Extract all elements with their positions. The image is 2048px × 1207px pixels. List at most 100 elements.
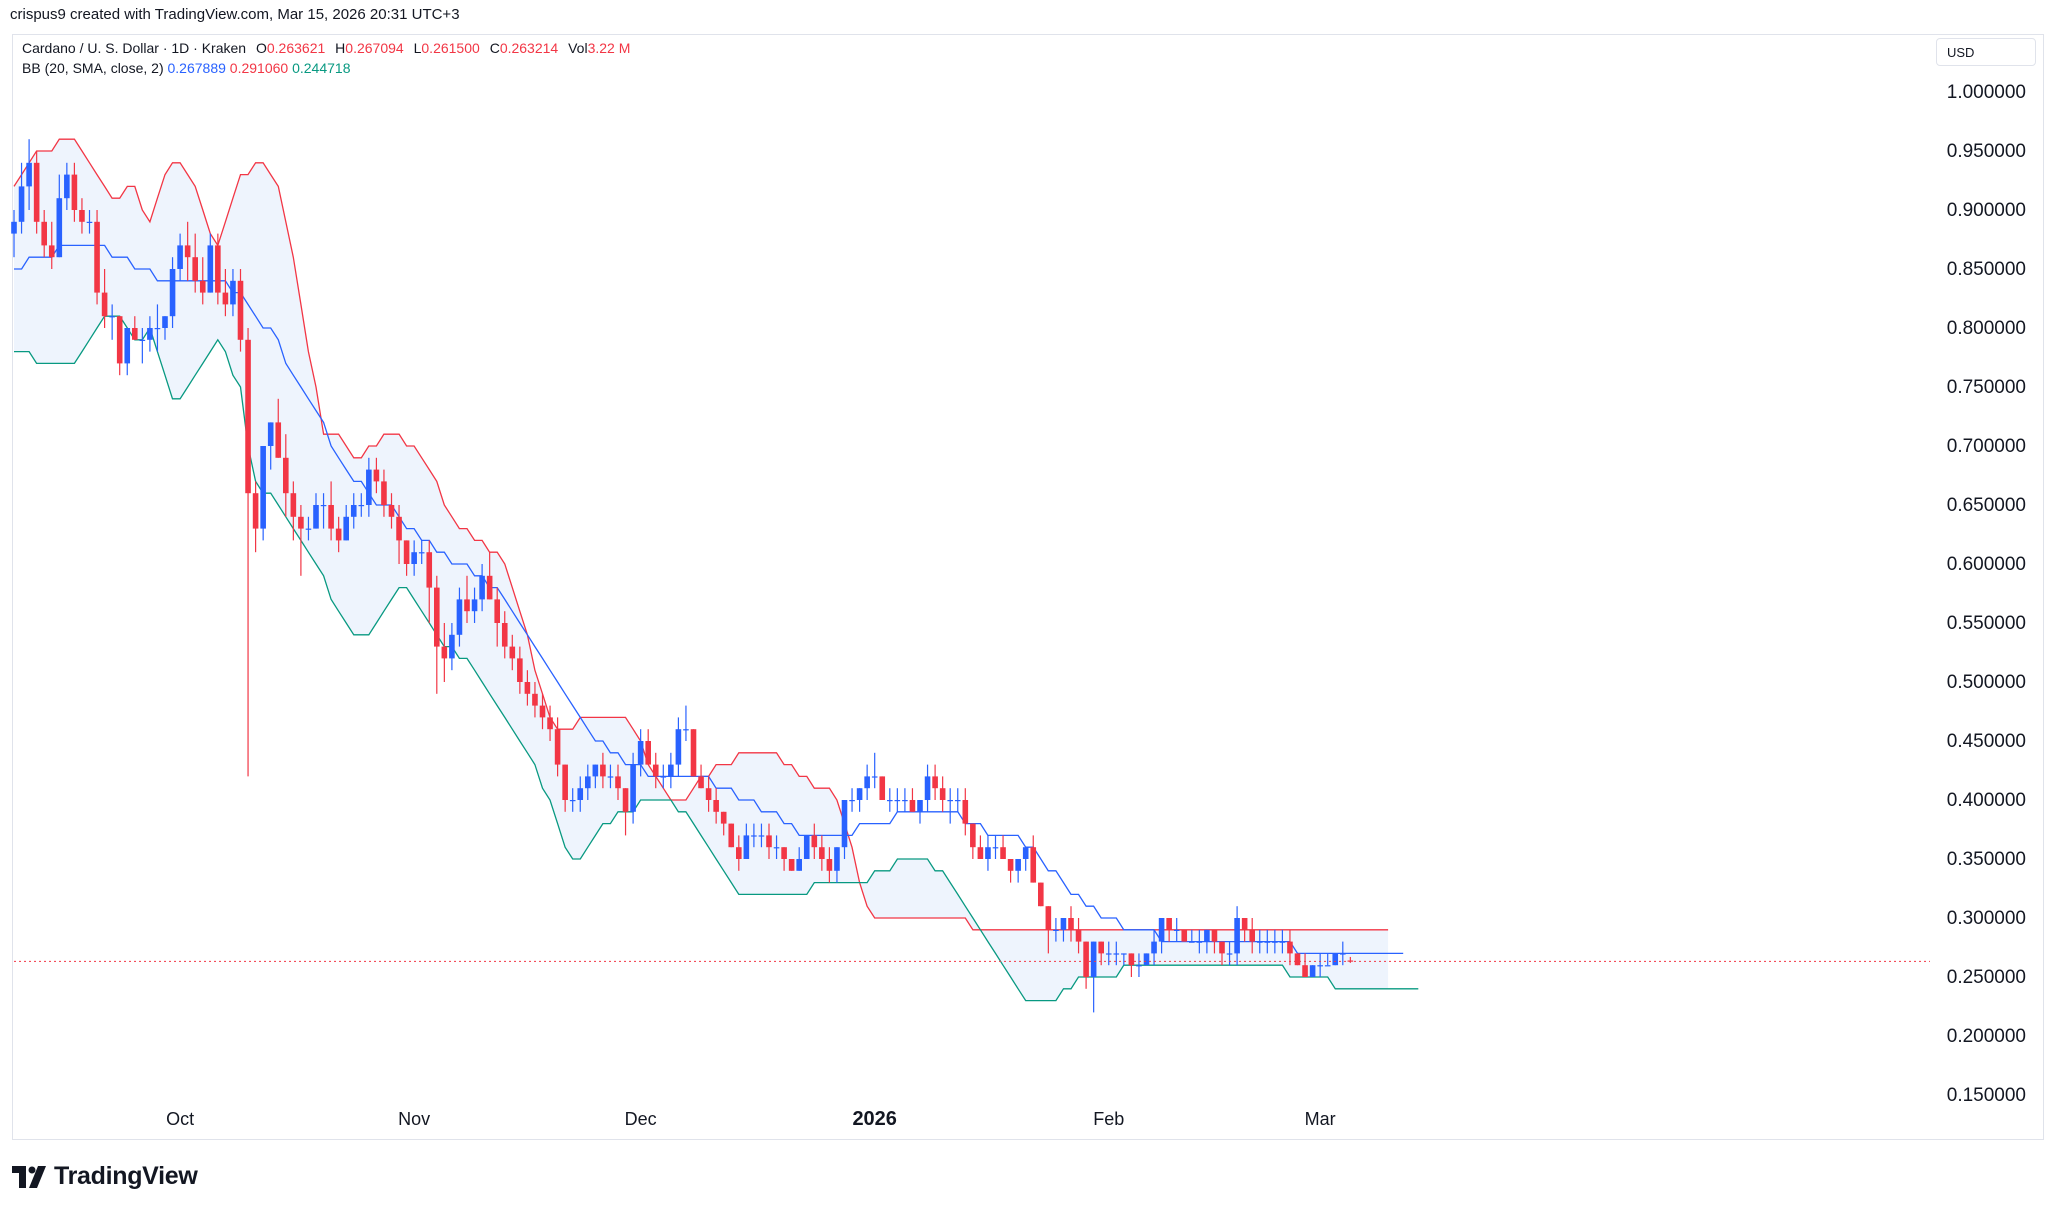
candle-body	[245, 339, 251, 494]
candle	[222, 269, 229, 317]
candle	[41, 210, 47, 258]
candle	[358, 493, 365, 517]
candle-body	[1219, 941, 1225, 954]
candle	[1294, 953, 1301, 966]
candle-body	[1287, 941, 1293, 954]
candle-body	[585, 776, 591, 789]
candle-body	[486, 575, 493, 600]
candle-body	[373, 469, 380, 482]
candle	[147, 316, 153, 352]
candle	[887, 788, 893, 812]
candle-body	[743, 835, 750, 859]
bb-upper-value: 0.291060	[229, 60, 289, 76]
candle-body	[690, 729, 697, 777]
candle	[947, 788, 953, 824]
candle-body	[751, 835, 757, 837]
candle	[418, 540, 425, 564]
candle-body	[501, 623, 508, 647]
candle	[298, 505, 304, 576]
candle	[464, 575, 470, 623]
candle	[1264, 929, 1271, 954]
candle-body	[305, 528, 312, 530]
candle	[569, 788, 576, 812]
candle-body	[283, 457, 289, 494]
x-tick-label: Nov	[398, 1109, 430, 1129]
candle-body	[94, 221, 100, 293]
candle	[1015, 859, 1021, 883]
candle-body	[162, 316, 168, 328]
currency-button[interactable]: USD	[1936, 38, 2036, 66]
candle	[977, 835, 984, 859]
candle-body	[1196, 941, 1203, 943]
candle	[426, 540, 433, 623]
candle	[547, 705, 553, 741]
candle-body	[1204, 929, 1210, 942]
open-value: 0.263621	[266, 40, 326, 56]
candle	[456, 587, 463, 647]
candle	[109, 304, 115, 340]
brand-logo[interactable]: TradingView	[12, 1162, 198, 1191]
candle	[1256, 929, 1263, 954]
candle	[486, 552, 493, 600]
candle-body	[728, 823, 735, 848]
candle-body	[1007, 859, 1014, 871]
candle	[668, 752, 674, 789]
candle-body	[1136, 965, 1142, 967]
candle-body	[1151, 941, 1157, 954]
candle-body	[668, 764, 674, 777]
candle-body	[494, 599, 500, 623]
candle-body	[1340, 953, 1346, 955]
candle	[343, 505, 349, 541]
candle	[841, 800, 848, 859]
candle	[305, 516, 312, 541]
candle-body	[894, 800, 901, 802]
candle	[1128, 953, 1135, 977]
candle	[932, 764, 938, 800]
candle	[313, 493, 319, 529]
candle-body	[1309, 965, 1316, 977]
candle-body	[313, 505, 319, 529]
candles	[11, 139, 1354, 1013]
candle	[637, 729, 644, 777]
y-tick-label: 0.650000	[1947, 495, 2026, 516]
candle	[33, 151, 40, 234]
y-axis: 1.000000 0.950000 0.900000 0.850000 0.800000…	[1947, 82, 2026, 1106]
legend-line-2: BB (20, SMA, close, 2) 0.267889 0.291060…	[22, 60, 351, 76]
candle-body	[924, 776, 931, 800]
candle-body	[1317, 965, 1323, 967]
bb-indicator-label[interactable]: BB (20, SMA, close, 2)	[22, 60, 164, 76]
bollinger-bands	[13, 138, 1419, 1002]
candle-body	[1090, 941, 1097, 977]
candle	[577, 776, 584, 812]
candle	[1030, 835, 1037, 883]
candle-body	[554, 729, 561, 765]
candle-body	[109, 316, 115, 318]
candle-body	[1234, 918, 1240, 954]
candle	[252, 481, 259, 553]
volume-value: 3.22 M	[587, 40, 631, 56]
candle-body	[260, 446, 266, 529]
symbol-title[interactable]: Cardano / U. S. Dollar · 1D · Kraken	[22, 40, 247, 56]
candle	[494, 587, 500, 647]
candle-body	[713, 800, 719, 812]
candle-body	[841, 800, 848, 848]
candle	[1324, 953, 1331, 967]
candle	[1007, 859, 1014, 883]
legend-line-1: Cardano / U. S. Dollar · 1D · Kraken O0.…	[22, 40, 630, 56]
candle-body	[132, 328, 138, 340]
candle-body	[773, 847, 780, 849]
y-tick-label: 0.500000	[1947, 672, 2026, 693]
candle	[26, 139, 32, 210]
candle	[1287, 929, 1293, 966]
candle-body	[1068, 918, 1074, 930]
candle	[909, 788, 916, 812]
y-tick-label: 0.450000	[1947, 731, 2026, 752]
candle-body	[645, 741, 651, 765]
candle	[1022, 847, 1029, 871]
candle	[728, 823, 735, 848]
bb-basis-value: 0.267889	[167, 60, 226, 76]
candle	[479, 564, 485, 612]
candle	[79, 198, 85, 234]
candle	[1113, 941, 1120, 966]
